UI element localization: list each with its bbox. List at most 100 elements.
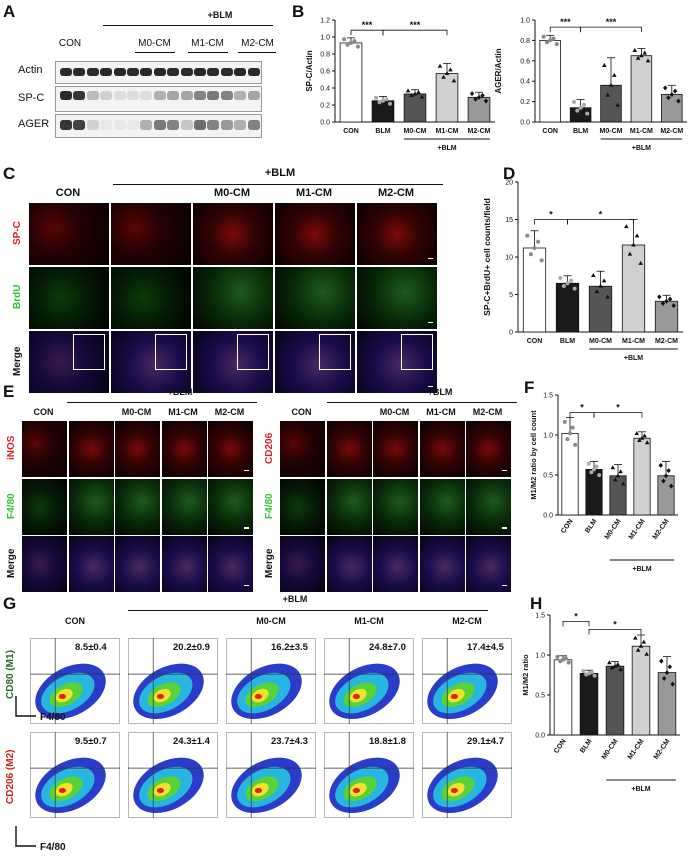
micro-row-label: F4/80 [264,492,275,519]
flow-x-axis-label: F4/80 [40,712,66,723]
scale-bar [428,321,433,323]
blot-band [234,120,247,130]
flow-quadrant-value: 18.8±1.8 [369,736,406,747]
micro-row-label: Merge [6,548,17,578]
micrograph-tile [21,535,68,593]
x-tick-label: M1-CM [436,128,459,135]
data-point [554,42,559,47]
data-point [416,89,421,94]
group-label: +BLM [624,355,643,362]
blot-band [167,68,180,76]
bar-con [339,42,363,123]
y-tick-label: 1.0 [520,18,530,25]
blot-band [113,68,126,76]
flow-col-header: M2-CM [452,616,482,626]
micro-col-header: CON [55,187,81,199]
y-axis-label: AGER/Actin [494,48,503,93]
data-point [419,94,425,99]
group-label: +BLM [632,145,651,152]
data-point [664,298,669,304]
blot-band [140,91,153,100]
blot-row-label-actin: Actin [18,64,43,76]
data-point [667,664,673,670]
micro-col-header: M0-CM [121,407,152,417]
micro-c-blm-header: +BLM [264,167,296,179]
blot-band [180,91,193,100]
blot-row-label-spc: SP-C [18,92,45,104]
scale-bar [244,527,249,529]
micro-col-header: M0-CM [213,187,251,199]
micro-row-label: Merge [264,548,275,578]
micrograph-tile [418,477,466,536]
data-point [661,478,666,484]
blot-band [247,91,260,100]
data-point [615,102,620,107]
data-point [639,53,644,58]
data-point [441,74,446,79]
micrograph-tile [279,420,326,478]
micro-e1-blm-line [67,402,257,403]
flow-quadrant-value: 16.2±3.5 [271,642,308,653]
blot-ager [55,114,262,138]
blot-band [234,68,247,76]
blot-band [153,91,166,100]
data-point [381,98,385,103]
y-tick-label: 0.0 [543,513,553,520]
blot-band [100,120,113,130]
data-point [634,233,640,238]
y-tick-label: 1.0 [320,35,330,42]
data-point [620,481,626,486]
panel-label-h: H [530,594,543,613]
y-tick-label: 0.0 [535,733,545,740]
sig-mark: *** [410,20,421,30]
sig-mark: * [574,611,578,621]
data-point [597,473,602,478]
micrograph-tile [274,266,356,330]
x-tick-label: M1-CM [628,518,647,541]
micrograph-tile [372,420,419,478]
density-peak [156,693,164,700]
blot-band [207,91,220,100]
x-tick-label: BLM [560,338,575,345]
sig-bracket [549,26,581,33]
data-point [562,419,567,424]
data-point [633,635,638,640]
data-point [676,98,681,104]
data-point [586,461,591,466]
data-point [589,670,594,675]
x-tick-label: BLM [573,128,588,135]
sig-bracket [350,29,384,36]
density-peak [254,693,262,700]
bar-m0-cm [609,475,627,516]
data-point [355,44,360,49]
data-point [666,468,671,474]
data-point [377,100,382,105]
flow-plot [422,732,512,818]
data-point [536,239,541,244]
blot-blm-header: +BLM [207,10,233,20]
flow-plot [226,638,316,724]
data-point [387,101,392,106]
data-point [657,294,662,300]
blot-band [180,120,193,130]
data-point [561,283,566,288]
density-peak [352,787,360,794]
inset-box [236,334,269,371]
blot-band [180,68,193,76]
data-point [342,37,347,42]
group-label: +BLM [631,786,650,793]
micrograph-tile [21,477,68,536]
micrograph-tile [418,535,466,593]
x-tick-label: M0-CM [601,738,620,761]
data-point [551,36,556,41]
micrograph-tile [356,330,438,394]
micrograph-tile [114,420,161,478]
x-tick-label: CON [527,338,543,345]
blot-band [140,120,153,130]
micrograph-tile [372,535,419,593]
data-point [634,431,640,436]
chart-ager-actin: AGER/Actin 0.0 0.2 0.4 0.6 0.8 1.0 CON BLM M0-CM M… [494,17,687,152]
y-tick-label: 1.2 [320,18,330,25]
sig-mark: * [549,210,553,220]
data-point [451,78,457,83]
